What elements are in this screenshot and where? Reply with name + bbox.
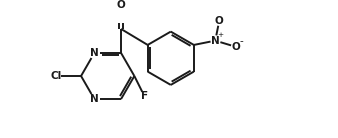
Text: N: N [90, 48, 99, 58]
Text: Cl: Cl [50, 71, 62, 81]
Text: -: - [239, 36, 243, 47]
Text: N: N [211, 36, 220, 46]
Text: O: O [215, 16, 223, 26]
Text: F: F [141, 91, 148, 101]
Text: O: O [117, 0, 125, 10]
Text: O: O [231, 42, 240, 52]
Text: N: N [90, 94, 99, 104]
Text: +: + [217, 32, 223, 38]
